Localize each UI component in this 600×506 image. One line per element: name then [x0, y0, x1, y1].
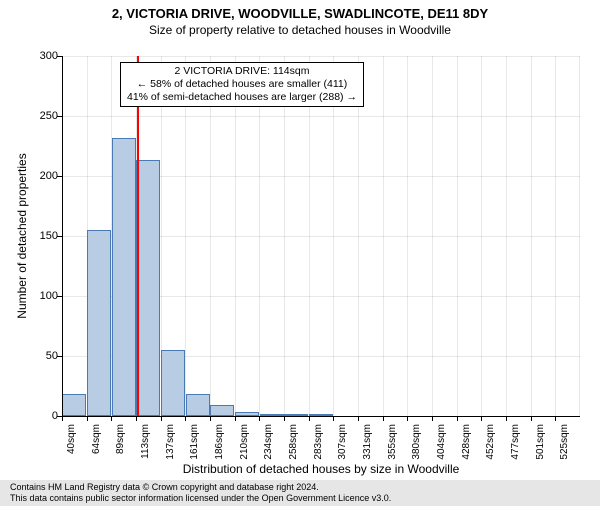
- gridline-v: [259, 56, 260, 416]
- y-tick-label: 200: [28, 170, 58, 182]
- x-tick-label: 428sqm: [461, 424, 472, 464]
- x-tick-mark: [457, 416, 458, 421]
- x-tick-label: 452sqm: [485, 424, 496, 464]
- x-tick-mark: [235, 416, 236, 421]
- x-tick-mark: [284, 416, 285, 421]
- x-tick-label: 525sqm: [559, 424, 570, 464]
- annotation-box: 2 VICTORIA DRIVE: 114sqm ← 58% of detach…: [120, 62, 364, 107]
- x-tick-label: 234sqm: [263, 424, 274, 464]
- x-axis-line: [62, 416, 580, 417]
- x-tick-mark: [432, 416, 433, 421]
- title-address: 2, VICTORIA DRIVE, WOODVILLE, SWADLINCOT…: [0, 6, 600, 21]
- bar: [186, 394, 210, 416]
- x-tick-mark: [259, 416, 260, 421]
- gridline-v: [185, 56, 186, 416]
- footer: Contains HM Land Registry data © Crown c…: [0, 480, 600, 506]
- bar: [87, 230, 111, 416]
- gridline-v: [432, 56, 433, 416]
- x-tick-mark: [309, 416, 310, 421]
- y-tick-label: 100: [28, 290, 58, 302]
- x-tick-label: 113sqm: [140, 424, 151, 464]
- x-tick-mark: [161, 416, 162, 421]
- x-tick-label: 331sqm: [362, 424, 373, 464]
- gridline-v: [481, 56, 482, 416]
- bar: [210, 405, 234, 416]
- x-tick-mark: [210, 416, 211, 421]
- footer-line1: Contains HM Land Registry data © Crown c…: [10, 482, 594, 492]
- gridline-v: [284, 56, 285, 416]
- title-subtitle: Size of property relative to detached ho…: [0, 23, 600, 37]
- x-tick-label: 355sqm: [387, 424, 398, 464]
- y-tick-label: 50: [28, 350, 58, 362]
- y-tick-label: 150: [28, 230, 58, 242]
- annotation-line2: ← 58% of detached houses are smaller (41…: [127, 78, 357, 91]
- x-tick-mark: [531, 416, 532, 421]
- gridline: [62, 116, 580, 117]
- y-axis-line: [62, 56, 63, 416]
- x-tick-label: 161sqm: [189, 424, 200, 464]
- gridline-v: [407, 56, 408, 416]
- x-tick-label: 89sqm: [115, 424, 126, 464]
- x-tick-mark: [481, 416, 482, 421]
- x-tick-mark: [136, 416, 137, 421]
- y-axis-title: Number of detached properties: [15, 153, 29, 318]
- gridline-v: [531, 56, 532, 416]
- x-tick-label: 283sqm: [313, 424, 324, 464]
- x-tick-label: 137sqm: [165, 424, 176, 464]
- x-tick-mark: [333, 416, 334, 421]
- gridline-v: [235, 56, 236, 416]
- gridline: [62, 56, 580, 57]
- x-tick-label: 307sqm: [337, 424, 348, 464]
- x-tick-label: 210sqm: [239, 424, 250, 464]
- x-tick-mark: [62, 416, 63, 421]
- x-tick-mark: [87, 416, 88, 421]
- x-tick-label: 64sqm: [91, 424, 102, 464]
- x-tick-label: 40sqm: [66, 424, 77, 464]
- bar: [62, 394, 86, 416]
- footer-line2: This data contains public sector informa…: [10, 493, 594, 503]
- gridline-v: [579, 56, 580, 416]
- x-tick-label: 258sqm: [288, 424, 299, 464]
- y-tick-label: 250: [28, 110, 58, 122]
- x-tick-mark: [555, 416, 556, 421]
- annotation-line1: 2 VICTORIA DRIVE: 114sqm: [127, 65, 357, 78]
- x-tick-mark: [185, 416, 186, 421]
- x-tick-mark: [407, 416, 408, 421]
- bar: [136, 160, 160, 416]
- x-tick-label: 380sqm: [411, 424, 422, 464]
- x-tick-label: 404sqm: [436, 424, 447, 464]
- annotation-line3: 41% of semi-detached houses are larger (…: [127, 91, 357, 104]
- marker-line: [137, 56, 139, 416]
- gridline-v: [358, 56, 359, 416]
- x-axis-title: Distribution of detached houses by size …: [62, 462, 580, 476]
- chart-container: 2, VICTORIA DRIVE, WOODVILLE, SWADLINCOT…: [0, 6, 600, 506]
- x-tick-mark: [506, 416, 507, 421]
- x-tick-mark: [111, 416, 112, 421]
- x-tick-label: 186sqm: [214, 424, 225, 464]
- x-tick-label: 477sqm: [510, 424, 521, 464]
- gridline-v: [383, 56, 384, 416]
- plot-area: [62, 56, 580, 416]
- gridline-v: [506, 56, 507, 416]
- bar: [161, 350, 185, 416]
- gridline-v: [333, 56, 334, 416]
- bar: [112, 138, 136, 416]
- y-tick-label: 0: [28, 410, 58, 422]
- gridline-v: [309, 56, 310, 416]
- x-tick-mark: [358, 416, 359, 421]
- gridline-v: [210, 56, 211, 416]
- gridline-v: [457, 56, 458, 416]
- y-tick-label: 300: [28, 50, 58, 62]
- x-tick-mark: [383, 416, 384, 421]
- x-tick-label: 501sqm: [535, 424, 546, 464]
- gridline-v: [555, 56, 556, 416]
